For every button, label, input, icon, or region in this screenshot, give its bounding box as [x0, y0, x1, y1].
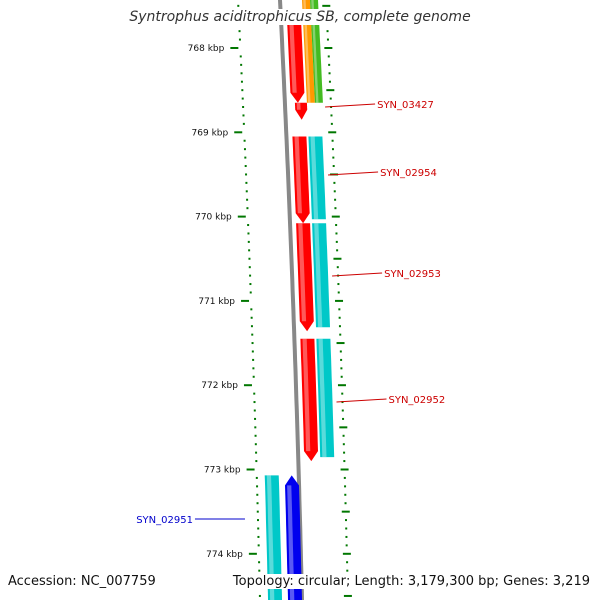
tick-label: 768 kbp — [188, 44, 225, 54]
label-leader-line — [336, 398, 387, 403]
gene-arrow-SYN_02953 — [296, 223, 314, 332]
orange-feature-band-shade — [303, 0, 311, 103]
green-feature-band — [310, 0, 323, 103]
gene-arrow-SYN_02954-shade — [294, 136, 302, 214]
tick-label: 769 kbp — [192, 128, 229, 138]
gene-label[interactable]: SYN_02952 — [389, 395, 446, 406]
gene-label[interactable]: SYN_02954 — [380, 168, 437, 179]
gene-label[interactable]: SYN_03427 — [377, 100, 434, 111]
tick-label: 772 kbp — [201, 381, 238, 391]
orange-feature-band — [302, 0, 315, 103]
cds-band-SYN_02951 — [264, 475, 283, 600]
cds-band-SYN_02951-shade — [266, 475, 275, 600]
gene-label[interactable]: SYN_02953 — [384, 269, 441, 280]
cds-band-SYN_02952 — [316, 338, 335, 458]
tick-label: 774 kbp — [206, 550, 243, 560]
gene-label[interactable]: SYN_02951 — [136, 515, 193, 526]
gene-arrow-fragment-shade — [296, 102, 301, 110]
cds-band-SYN_02953-shade — [314, 223, 323, 328]
accession-label: Accession: NC_007759 — [8, 574, 156, 589]
cds-band-SYN_02954 — [308, 136, 326, 220]
gene-arrow-SYN_02952-shade — [302, 338, 311, 452]
gene-arrow-SYN_03427 — [286, 14, 305, 103]
gene-arrow-fragment — [294, 102, 308, 120]
gene-arrow-SYN_03427-shade — [288, 14, 297, 93]
green-feature-band-shade — [311, 0, 319, 103]
cds-band-SYN_02953 — [312, 223, 330, 328]
gene-arrow-SYN_02953-shade — [298, 223, 307, 322]
genome-summary: Topology: circular; Length: 3,179,300 bp… — [232, 574, 590, 589]
label-leader-line — [325, 103, 376, 108]
tick-label: 770 kbp — [195, 213, 232, 223]
gene-arrow-SYN_02951 — [285, 475, 303, 600]
gene-arrow-SYN_02952 — [300, 338, 318, 462]
label-leader-line — [332, 272, 383, 277]
map-title: Syntrophus aciditrophicus SB, complete g… — [0, 9, 600, 25]
gene-arrow-SYN_02951-shade — [287, 485, 295, 600]
cds-band-SYN_02952-shade — [318, 338, 327, 458]
cds-band-SYN_02954-shade — [310, 136, 319, 220]
label-leader-line — [328, 171, 379, 176]
tick-label: 773 kbp — [204, 466, 241, 476]
gene-arrow-SYN_02954 — [292, 136, 310, 224]
tick-label: 771 kbp — [198, 297, 235, 307]
